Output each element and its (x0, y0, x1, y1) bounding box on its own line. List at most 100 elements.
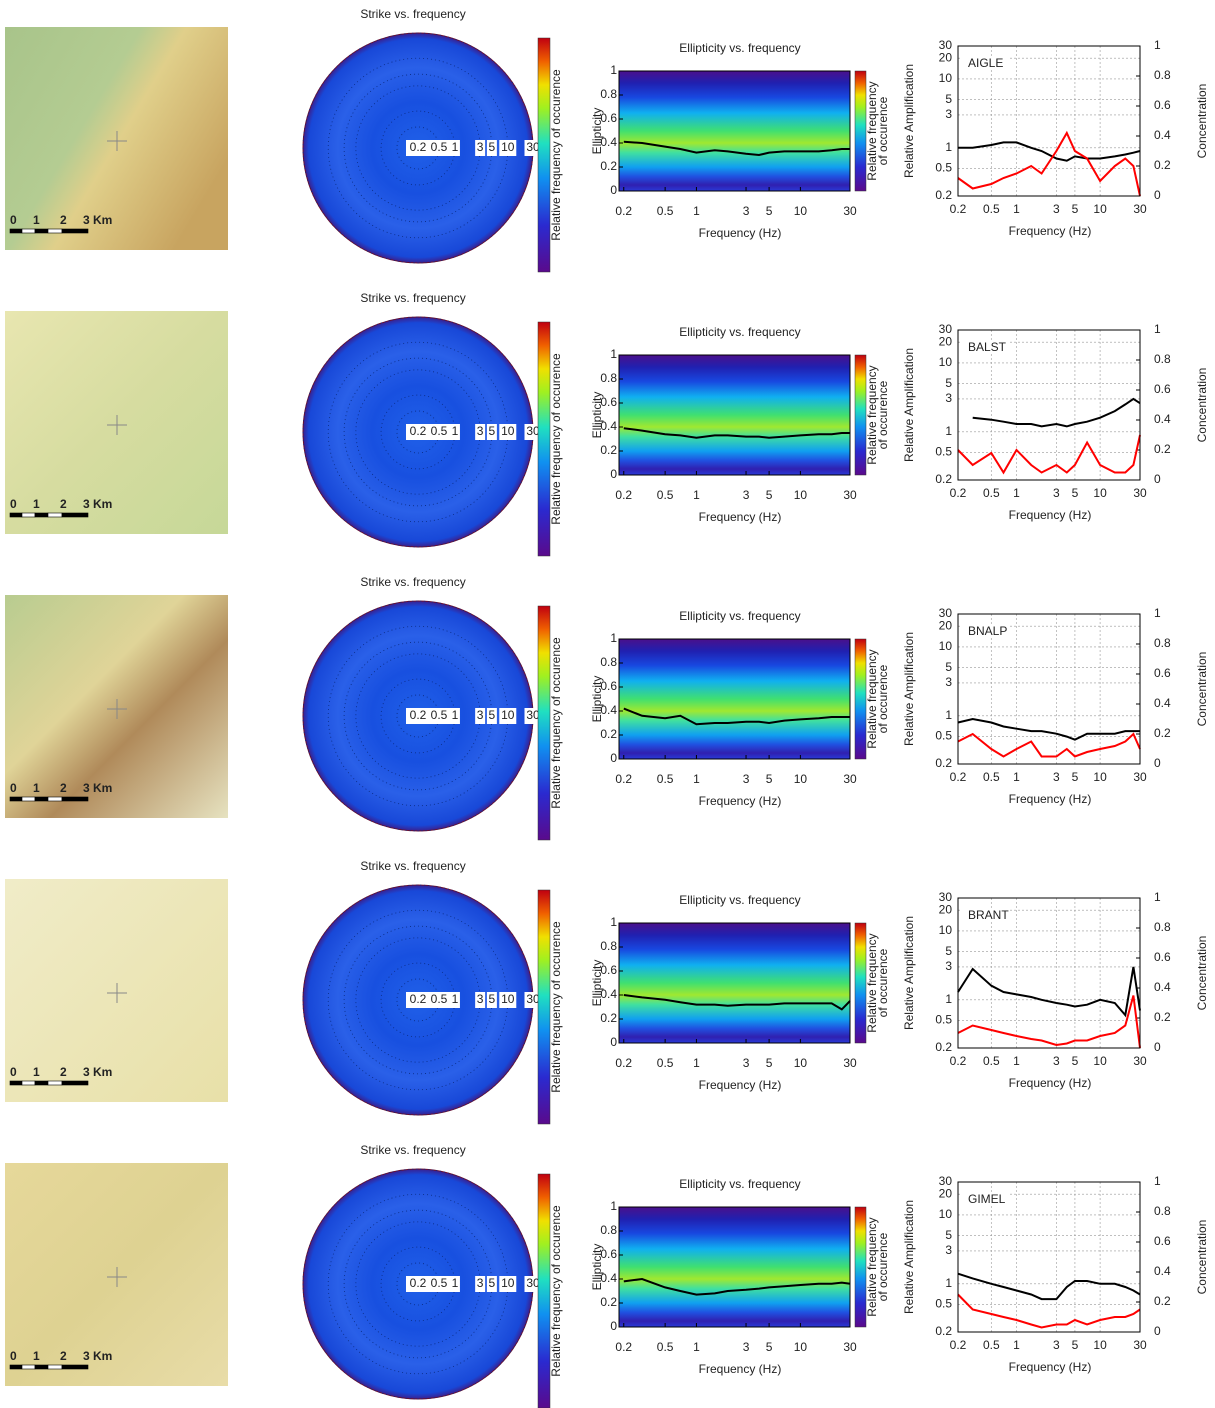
x-tick-label: 1 (1013, 1054, 1020, 1068)
y-axis-label: Relative Amplification (902, 1200, 916, 1314)
y2-tick-label: 0.8 (1154, 636, 1171, 650)
tick-label-bg (427, 708, 452, 724)
plot-bg (958, 614, 1140, 764)
scale-bar (47, 228, 63, 234)
y2-tick-label: 1 (1154, 606, 1161, 620)
y-tick-label: 0.6 (600, 1247, 617, 1261)
scale-label: 2 (60, 497, 67, 511)
x-axis-label: Frequency (Hz) (1009, 1076, 1092, 1090)
y-tick-label: 0.6 (600, 111, 617, 125)
x-tick-label: 0.5 (983, 202, 1000, 216)
y-tick-label: 30 (939, 1174, 953, 1188)
tick-label-bg (475, 992, 486, 1008)
x-tick-label: 0.5 (657, 1056, 674, 1070)
y-tick-label: 0.2 (935, 188, 952, 202)
scale-label: 2 (60, 1065, 67, 1079)
y2-axis-label: Concentration (1195, 84, 1209, 159)
x-tick-label: 5 (766, 1340, 773, 1354)
y-axis-label: Ellipticity (590, 960, 604, 1007)
y2-tick-label: 0.2 (1154, 158, 1171, 172)
scale-label: 1 (33, 781, 40, 795)
y-tick-label: 0.4 (600, 703, 617, 717)
y-tick-label: 10 (939, 71, 953, 85)
x-tick-label: 10 (1093, 486, 1107, 500)
y-tick-label: 0.8 (600, 939, 617, 953)
x-tick-label: 30 (1133, 202, 1147, 216)
y2-tick-label: 1 (1154, 322, 1161, 336)
scale-label: 0 (10, 497, 17, 511)
y-tick-label: 3 (945, 1243, 952, 1257)
x-tick-label: 10 (1093, 1054, 1107, 1068)
y-tick-label: 0.2 (600, 727, 617, 741)
y-tick-label: 0.5 (935, 445, 952, 459)
r-tick-label: 3 (477, 992, 484, 1006)
tick-label-bg (427, 1276, 452, 1292)
heatmap (619, 1207, 850, 1327)
plot-frame (957, 45, 1141, 197)
y2-tick-label: 0.4 (1154, 696, 1171, 710)
tick-label-bg (406, 992, 430, 1008)
tick-label-bg (475, 140, 486, 156)
r-tick-label: 5 (489, 992, 496, 1006)
x-axis-label: Frequency (Hz) (699, 1362, 782, 1376)
scale-bar (21, 796, 36, 802)
chart-title: Strike vs. frequency (360, 859, 465, 873)
x-tick-label: 0.5 (657, 1340, 674, 1354)
x-axis-label: Frequency (Hz) (699, 794, 782, 808)
y-tick-label: 0.6 (600, 395, 617, 409)
y-tick-label: 0 (610, 751, 617, 765)
tick-label-bg (524, 708, 542, 724)
x-tick-label: 5 (766, 1056, 773, 1070)
r-tick-label: 0.5 (431, 992, 448, 1006)
r-tick-label: 1 (452, 140, 459, 154)
r-tick-label: 1 (452, 424, 459, 438)
amplification-line (958, 141, 1141, 162)
scale-bar (47, 796, 63, 802)
x-tick-label: 3 (743, 204, 750, 218)
r-tick-label: 0.5 (431, 424, 448, 438)
y-tick-label: 5 (945, 660, 952, 674)
station-label: BALST (968, 340, 1007, 354)
r-tick-label: 30 (526, 140, 540, 154)
scale-bar (61, 1364, 89, 1370)
x-tick-label: 10 (794, 488, 808, 502)
colorbar (537, 1173, 551, 1408)
y2-tick-label: 1 (1154, 1174, 1161, 1188)
y-tick-label: 20 (939, 1186, 953, 1200)
median-line (623, 994, 851, 1011)
y-tick-label: 0.5 (935, 729, 952, 743)
x-tick-label: 5 (1072, 1054, 1079, 1068)
colorbar (854, 638, 867, 760)
r-tick-label: 3 (477, 424, 484, 438)
tick-label-bg (499, 424, 517, 440)
plot-frame (957, 1181, 1141, 1333)
scale-label: 0 (10, 1065, 17, 1079)
colorbar-label: Relative frequency (865, 365, 879, 464)
r-tick-label: 0.2 (410, 708, 427, 722)
y-tick-label: 1 (610, 347, 617, 361)
y-tick-label: 5 (945, 376, 952, 390)
x-tick-label: 30 (1133, 1338, 1147, 1352)
heatmap (619, 923, 850, 1043)
y-tick-label: 0.4 (600, 419, 617, 433)
plot-frame (957, 329, 1141, 481)
r-tick-label: 0.2 (410, 1276, 427, 1290)
chart-title: Strike vs. frequency (360, 7, 465, 21)
r-tick-label: 1 (452, 708, 459, 722)
y-tick-label: 1 (610, 63, 617, 77)
chart-title: Ellipticity vs. frequency (679, 41, 800, 55)
y2-tick-label: 0.8 (1154, 68, 1171, 82)
station-label: BNALP (968, 624, 1007, 638)
y-tick-label: 0 (610, 183, 617, 197)
y-tick-label: 20 (939, 618, 953, 632)
y-tick-label: 10 (939, 923, 953, 937)
y-axis-label: Ellipticity (590, 676, 604, 723)
median-line (623, 140, 850, 157)
chart-title: Ellipticity vs. frequency (679, 1177, 800, 1191)
tick-label-bg (427, 424, 452, 440)
y-tick-label: 1 (945, 1276, 952, 1290)
colorbar-label: Relative frequency (865, 81, 879, 180)
y-tick-label: 0.5 (935, 1013, 952, 1027)
y-tick-label: 1 (610, 1199, 617, 1213)
scale-bar (21, 512, 36, 518)
